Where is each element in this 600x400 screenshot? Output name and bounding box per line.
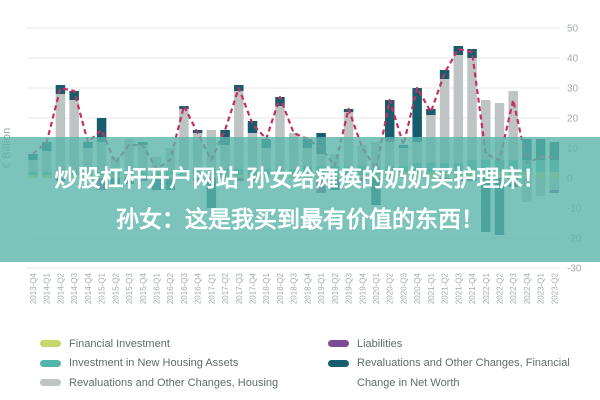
bar-segment [426, 109, 436, 115]
legend-item: Investment in New Housing Assets [40, 354, 328, 374]
bar-segment [247, 121, 258, 133]
y-tick-label: 40 [567, 54, 579, 65]
x-tick-label: 2022-Q1 [482, 272, 491, 304]
watermark-text-line1: 炒股杠杆开户网站 孙女给瘫痪的奶奶买护理床！ [54, 165, 546, 192]
legend-color-swatch [40, 340, 61, 348]
bar-segment [467, 58, 477, 160]
x-tick-label: 2019-Q3 [345, 272, 354, 304]
chart-legend: Financial Investment Investment in New Ho… [40, 334, 570, 393]
x-tick-label: 2017-Q1 [207, 272, 216, 304]
x-tick-label: 2019-Q2 [331, 272, 340, 304]
bar-segment [55, 94, 66, 172]
bar-segment [467, 49, 477, 58]
x-tick-label: 2017-Q4 [249, 272, 258, 304]
x-tick-label: 2021-Q2 [441, 272, 450, 304]
y-tick-label: -30 [567, 264, 582, 275]
legend-item: Change in Net Worth [328, 373, 570, 393]
x-tick-label: 2019-Q4 [358, 272, 367, 304]
x-tick-label: 2020-Q1 [372, 272, 381, 304]
x-tick-label: 2013-Q4 [29, 272, 38, 304]
bar-segment [275, 97, 285, 106]
x-tick-label: 2018-Q2 [276, 272, 285, 304]
bar-segment [494, 103, 505, 160]
x-tick-label: 2017-Q2 [221, 272, 230, 304]
x-tick-label: 2021-Q4 [468, 272, 477, 304]
x-tick-label: 2020-Q3 [399, 272, 408, 304]
x-tick-label: 2015-Q1 [98, 272, 107, 304]
legend-item: Revaluations and Other Changes, Financia… [328, 354, 570, 374]
legend-label: Revaluations and Other Changes, Financia… [357, 357, 570, 370]
x-tick-label: 2018-Q1 [262, 272, 271, 304]
net-worth-line [32, 47, 555, 171]
x-tick-label: 2022-Q4 [523, 272, 532, 304]
legend-label: Financial Investment [69, 337, 170, 350]
bar-segment [96, 118, 107, 142]
x-tick-label: 2020-Q4 [413, 272, 422, 304]
y-tick-label: 20 [567, 114, 579, 125]
x-tick-label: 2019-Q1 [317, 272, 326, 304]
bar-segment [481, 100, 491, 160]
x-tick-label: 2015-Q3 [125, 272, 134, 304]
watermark-overlay-band: 炒股杠杆开户网站 孙女给瘫痪的奶奶买护理床！ 孙女：这是我买到最有价值的东西！ [0, 137, 600, 262]
x-tick-label: 2020-Q2 [386, 272, 395, 304]
legend-label: Liabilities [357, 337, 403, 350]
x-tick-label: 2014-Q1 [43, 272, 52, 304]
x-tick-label: 2022-Q2 [495, 272, 504, 304]
x-tick-label: 2018-Q3 [290, 272, 299, 304]
legend-item: Liabilities [328, 334, 570, 354]
bar-segment [439, 79, 450, 163]
x-tick-label: 2023-Q1 [537, 272, 546, 304]
legend-color-swatch [40, 379, 61, 387]
x-tick-label: 2023-Q2 [550, 272, 559, 304]
x-tick-label: 2022-Q3 [509, 272, 518, 304]
legend-label: Revaluations and Other Changes, Housing [69, 376, 279, 389]
x-tick-label: 2014-Q2 [56, 272, 65, 304]
legend-label: Investment in New Housing Assets [69, 357, 239, 370]
x-tick-label: 2015-Q2 [111, 272, 120, 304]
bar-segment [453, 55, 464, 163]
y-tick-label: 30 [567, 84, 579, 95]
legend-color-swatch [40, 359, 61, 367]
legend-dashed-line-swatch [328, 381, 349, 385]
legend-color-swatch [328, 340, 349, 348]
legend-color-swatch [328, 359, 349, 367]
bar-segment [508, 91, 518, 160]
legend-label: Change in Net Worth [357, 376, 460, 389]
x-tick-label: 2021-Q1 [427, 272, 436, 304]
bar-segment [453, 46, 464, 55]
x-tick-label: 2017-Q3 [235, 272, 244, 304]
watermark-text-line2: 孙女：这是我买到最有价值的东西！ [116, 206, 484, 233]
legend-item: Financial Investment [40, 334, 328, 354]
bar-segment [234, 91, 244, 169]
x-tick-label: 2014-Q3 [70, 272, 79, 304]
x-tick-label: 2016-Q3 [180, 272, 189, 304]
bar-segment [412, 88, 422, 142]
bar-segment [69, 91, 79, 100]
x-tick-label: 2016-Q1 [152, 272, 161, 304]
x-tick-label: 2016-Q2 [166, 272, 175, 304]
legend-item: Revaluations and Other Changes, Housing [40, 373, 328, 393]
x-tick-label: 2014-Q4 [84, 272, 93, 304]
bar-segment [69, 100, 79, 172]
x-tick-label: 2016-Q4 [194, 272, 203, 304]
y-tick-label: 50 [567, 24, 579, 35]
x-axis-labels: 2013-Q4 2014-Q1 2014-Q2 2014-Q3 2014-Q4 2015-… [29, 272, 559, 304]
x-tick-label: 2015-Q4 [139, 272, 148, 304]
x-tick-label: 2018-Q4 [303, 272, 312, 304]
bar-segment [384, 100, 395, 139]
x-tick-label: 2021-Q3 [454, 272, 463, 304]
